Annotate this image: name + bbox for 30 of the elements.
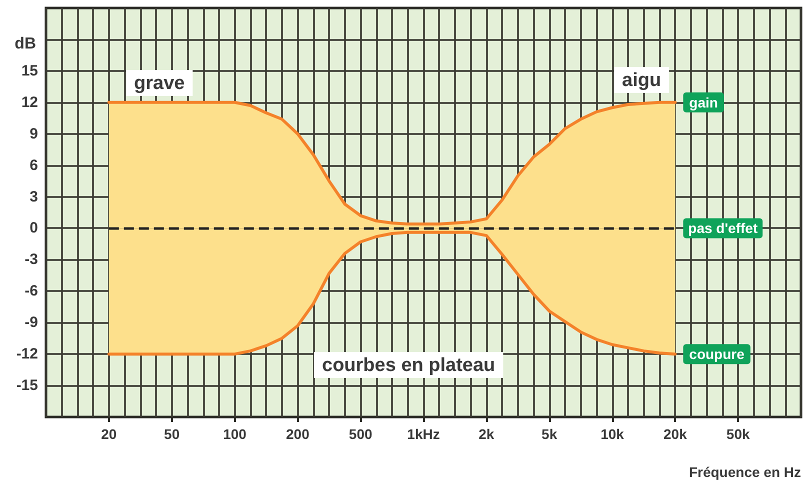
x-tick-label: 20k: [663, 426, 688, 442]
y-tick-label: -9: [24, 314, 38, 332]
x-axis-title: Fréquence en Hz: [688, 464, 802, 480]
y-tick-label: 6: [30, 156, 38, 174]
x-tick-label: 50: [164, 426, 180, 442]
x-tick-label: 50k: [726, 426, 750, 442]
ref-line-label: pas d'effet: [688, 220, 758, 236]
x-tick-label: 200: [286, 426, 310, 442]
y-tick-label: -6: [24, 282, 38, 300]
x-tick-label: 100: [223, 426, 247, 442]
y-tick-label: -3: [24, 251, 38, 268]
y-tick-label: 9: [30, 125, 38, 142]
x-tick-label: 2k: [478, 426, 494, 442]
x-tick-label: 5k: [542, 426, 558, 442]
y-tick-label: 15: [21, 62, 38, 80]
y-axis-title: dB: [14, 36, 36, 52]
y-tick-label: 12: [21, 94, 38, 111]
x-tick-label: 10k: [600, 426, 624, 442]
x-tick-label: 500: [348, 426, 372, 442]
annotation: grave: [134, 73, 185, 94]
y-tick-label: 3: [30, 188, 38, 206]
annotation: aigu: [622, 70, 662, 91]
x-tick-label: 20: [101, 426, 117, 442]
annotation: courbes en plateau: [322, 355, 496, 376]
y-tick-label: -12: [16, 346, 38, 363]
y-tick-label: 0: [30, 220, 38, 237]
annotation: coupure: [689, 346, 745, 362]
annotation: gain: [689, 94, 718, 110]
x-tick-label: 1kHz: [407, 426, 440, 442]
y-tick-label: -15: [16, 377, 38, 394]
